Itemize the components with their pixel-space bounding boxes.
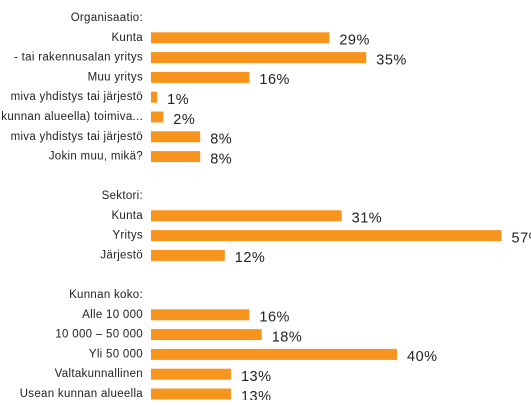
bar: [151, 309, 250, 321]
bar: [151, 388, 231, 400]
category-label: 10 000 – 50 000: [55, 329, 143, 341]
bar: [151, 329, 262, 341]
bar: [151, 348, 397, 360]
value-label: 1%: [167, 92, 189, 108]
category-label: Muu yritys: [88, 71, 143, 83]
category-label: Järjestö: [100, 249, 143, 261]
value-label: 35%: [376, 52, 407, 68]
value-label: 40%: [407, 349, 438, 365]
category-label: Kunta: [111, 32, 143, 44]
category-label: Jokin muu, mikä?: [49, 151, 143, 163]
value-label: 57%: [512, 230, 531, 246]
category-label: miva yhdistys tai järjestö: [11, 131, 143, 143]
bar: [151, 111, 164, 123]
value-label: 2%: [173, 112, 195, 128]
bar: [151, 151, 201, 163]
value-label: 18%: [272, 329, 303, 345]
bar: [151, 249, 225, 261]
value-label: 12%: [235, 250, 266, 266]
bar: [151, 32, 330, 44]
bar: [151, 230, 502, 242]
group-title: Kunnan koko:: [69, 289, 143, 301]
value-label: 29%: [339, 33, 370, 49]
bar: [151, 91, 158, 103]
category-label: Usean kunnan alueella: [20, 388, 144, 400]
bar: [151, 131, 201, 143]
category-label: Yli 50 000: [89, 348, 143, 360]
category-label: Yritys: [112, 230, 143, 242]
bar: [151, 52, 367, 64]
group-title: Sektori:: [102, 190, 143, 202]
category-label: kunnan alueella) toimiva...: [1, 111, 143, 123]
value-label: 16%: [259, 310, 290, 326]
bar: [151, 71, 250, 83]
bar: [151, 368, 231, 380]
category-label: - tai rakennusalan yritys: [14, 52, 143, 64]
value-label: 13%: [241, 369, 272, 385]
bar: [151, 210, 342, 222]
category-label: miva yhdistys tai järjestö: [11, 91, 143, 103]
value-label: 13%: [241, 389, 272, 400]
category-label: Kunta: [111, 210, 143, 222]
value-label: 8%: [210, 132, 232, 148]
value-label: 31%: [352, 211, 383, 227]
group-title: Organisaatio:: [71, 12, 143, 24]
value-label: 16%: [259, 72, 290, 88]
category-label: Alle 10 000: [82, 309, 143, 321]
value-label: 8%: [210, 151, 232, 167]
category-label: Valtakunnallinen: [55, 368, 143, 380]
